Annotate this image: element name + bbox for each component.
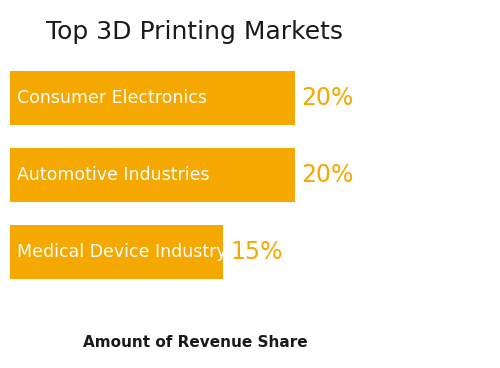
Text: Amount of Revenue Share: Amount of Revenue Share xyxy=(82,335,308,350)
Text: Medical Device Industry: Medical Device Industry xyxy=(17,243,227,261)
Title: Top 3D Printing Markets: Top 3D Printing Markets xyxy=(46,20,344,43)
Text: 20%: 20% xyxy=(302,86,354,110)
Bar xyxy=(10,148,294,202)
Text: 20%: 20% xyxy=(302,163,354,187)
Text: 15%: 15% xyxy=(230,240,283,264)
Text: Automotive Industries: Automotive Industries xyxy=(17,166,210,184)
Bar xyxy=(10,225,224,279)
Bar xyxy=(10,71,294,125)
Text: Consumer Electronics: Consumer Electronics xyxy=(17,89,207,107)
